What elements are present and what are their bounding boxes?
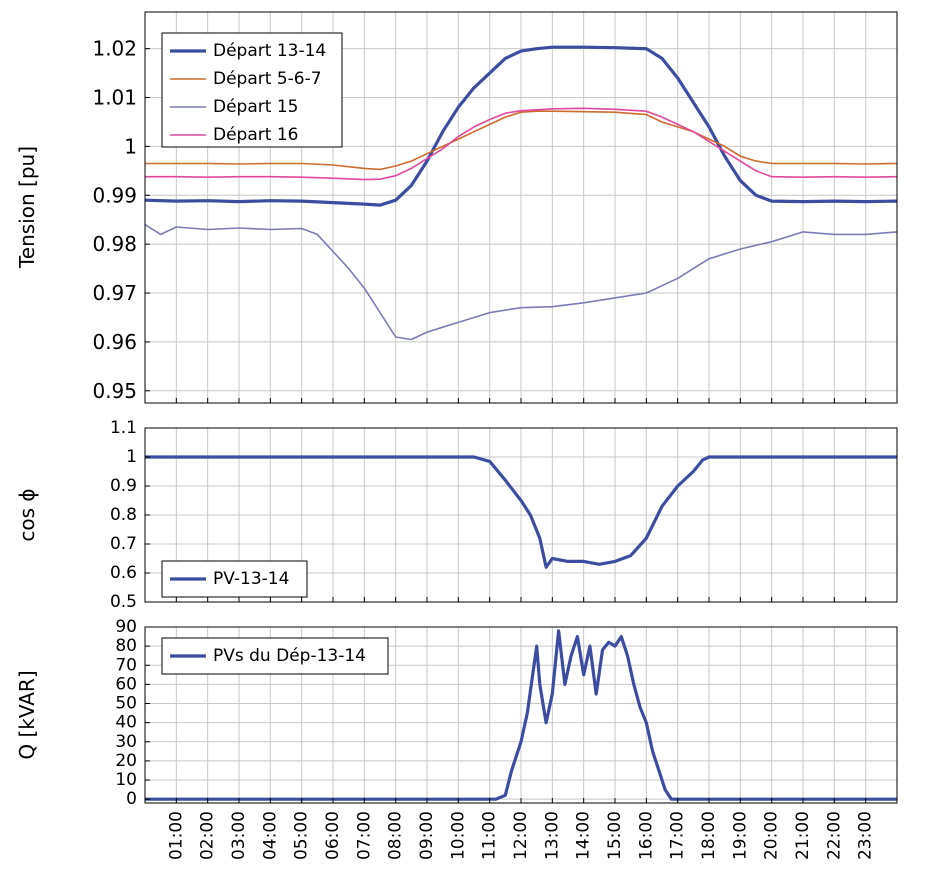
legend-entry-label: PV-13-14: [213, 569, 289, 589]
legend: PVs du Dép-13-14: [161, 637, 389, 675]
y-tick-label: 40: [115, 713, 137, 733]
x-tick-label: 03:00: [229, 811, 249, 860]
x-tick-label: 14:00: [574, 811, 594, 860]
y-axis-label: Tension [pu]: [15, 146, 39, 269]
x-tick-label: 08:00: [386, 811, 406, 860]
legend-entry-label: Départ 5-6-7: [213, 69, 322, 89]
y-tick-label: 1.01: [92, 86, 137, 110]
y-tick-label: 1.02: [92, 37, 137, 61]
x-tick-label: 06:00: [323, 811, 343, 860]
y-tick-label: 0.95: [92, 379, 137, 403]
y-tick-label: 90: [115, 617, 137, 637]
legend-entry-label: Départ 16: [213, 125, 298, 145]
chart-panel-1: 0.95 0.96 0.97 0.98 0.99 1 1.01 1.02 Tension [pu…: [15, 11, 898, 404]
y-tick-label: 0.6: [110, 563, 137, 583]
x-tick-label: 22:00: [824, 811, 844, 860]
x-tick-label: 20:00: [762, 811, 782, 860]
y-tick-label: 0.97: [92, 281, 137, 305]
x-tick-label: 02:00: [198, 811, 218, 860]
y-tick-label: 1: [124, 134, 137, 158]
series-line-3: [145, 223, 897, 341]
x-tick-label: 12:00: [511, 811, 531, 860]
series-line-1: [145, 45, 897, 207]
y-axis-label: Q [kVAR]: [15, 670, 39, 759]
y-tick-label: 80: [115, 636, 137, 656]
x-tick-label: 19:00: [730, 811, 750, 860]
y-tick-label: 10: [115, 770, 137, 790]
x-tick-label: 05:00: [292, 811, 312, 860]
legend-entry-label: Départ 15: [213, 97, 298, 117]
x-tick-label: 15:00: [605, 811, 625, 860]
x-tick-label: 21:00: [793, 811, 813, 860]
y-tick-label: 0: [126, 789, 137, 809]
y-tick-label: 70: [115, 655, 137, 675]
y-tick-label: 20: [115, 751, 137, 771]
y-tick-label: 0.5: [110, 592, 137, 612]
x-tick-label: 04:00: [260, 811, 280, 860]
x-tick-label: 09:00: [417, 811, 437, 860]
y-tick-label: 0.98: [92, 232, 137, 256]
y-axis-label: cos ϕ: [15, 488, 39, 541]
legend-entry-label: Départ 13-14: [213, 41, 326, 61]
series-line-1: [145, 455, 897, 569]
y-tick-label: 0.99: [92, 183, 137, 207]
chart-panel-2: 0.5 0.6 0.7 0.8 0.9 1 1.1 cos ϕ PV-13-14: [15, 418, 898, 612]
y-tick-label: 60: [115, 674, 137, 694]
x-tick-label: 07:00: [354, 811, 374, 860]
x-tick-label: 16:00: [636, 811, 656, 860]
x-tick-label: 10:00: [448, 811, 468, 860]
x-tick-label: 11:00: [480, 811, 500, 860]
y-tick-label: 0.7: [110, 534, 137, 554]
y-tick-label: 1: [126, 447, 137, 467]
y-tick-label: 1.1: [110, 418, 137, 438]
legend: Départ 13-14 Départ 5-6-7 Départ 15 Départ …: [161, 32, 343, 148]
x-tick-label: 18:00: [699, 811, 719, 860]
y-tick-label: 50: [115, 694, 137, 714]
y-tick-label: 30: [115, 732, 137, 752]
y-tick-label: 0.9: [110, 476, 137, 496]
series-line-2: [145, 110, 897, 171]
x-tick-label: 17:00: [668, 811, 688, 860]
x-tick-label: 01:00: [166, 811, 186, 860]
legend-entry-label: PVs du Dép-13-14: [213, 646, 366, 666]
y-tick-label: 0.96: [92, 330, 137, 354]
series-line-4: [145, 107, 897, 181]
x-tick-label: 13:00: [542, 811, 562, 860]
series-line-1: [145, 629, 897, 801]
y-tick-label: 0.8: [110, 505, 137, 525]
x-tick-label: 23:00: [856, 811, 876, 860]
legend: PV-13-14: [161, 560, 308, 598]
